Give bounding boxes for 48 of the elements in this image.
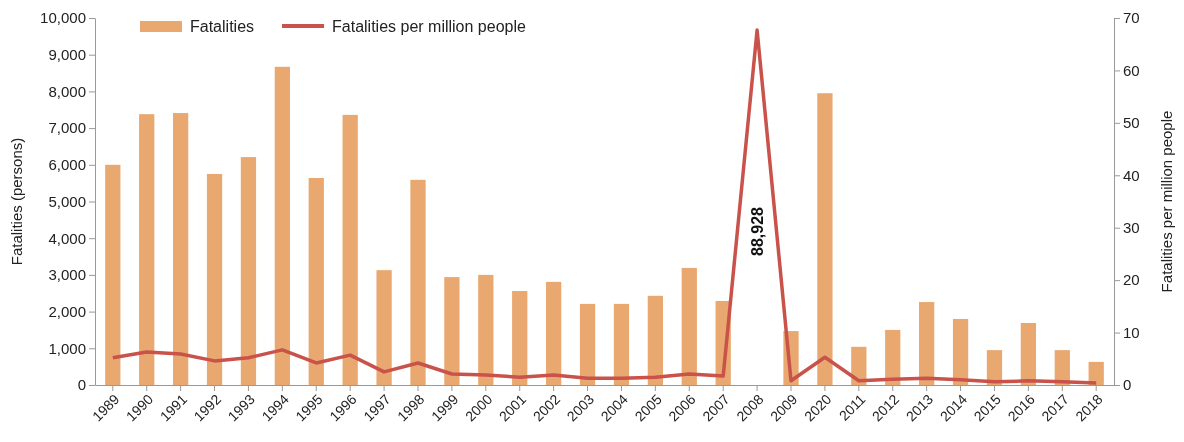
bar xyxy=(613,303,630,385)
bar xyxy=(647,295,663,385)
bar xyxy=(139,114,155,385)
y-tick-label: 6,000 xyxy=(48,156,86,174)
y-tick-label: 7,000 xyxy=(48,119,86,137)
bar xyxy=(376,270,392,385)
bar xyxy=(308,178,324,385)
bar xyxy=(105,164,121,385)
y-tick-label: 10,000 xyxy=(40,9,86,27)
bar xyxy=(817,93,833,385)
bar xyxy=(444,277,460,385)
y2-axis-title: Fatalities per million people xyxy=(1158,110,1175,293)
y-tick-label: 9,000 xyxy=(48,46,86,63)
y2-tick-label: 50 xyxy=(1123,114,1140,132)
y-tick-label: 5,000 xyxy=(48,192,86,210)
bar xyxy=(206,173,223,385)
bar xyxy=(274,66,290,385)
bar xyxy=(919,302,935,385)
bar xyxy=(478,274,494,385)
legend-label: Fatalities per million people xyxy=(332,17,527,35)
bar xyxy=(952,318,969,385)
y2-tick-label: 70 xyxy=(1123,9,1140,27)
y2-tick-label: 60 xyxy=(1123,61,1140,79)
bar xyxy=(681,267,697,385)
y-tick-label: 2,000 xyxy=(48,302,86,320)
y-tick-label: 3,000 xyxy=(48,266,86,284)
bar xyxy=(342,114,358,385)
bar xyxy=(885,329,901,385)
bar xyxy=(512,291,528,385)
bar xyxy=(546,281,562,385)
y2-tick-label: 30 xyxy=(1123,219,1140,237)
bar xyxy=(172,113,189,385)
legend-label: Fatalities xyxy=(190,17,255,35)
bar xyxy=(1088,361,1104,385)
y-tick-label: 4,000 xyxy=(48,229,86,247)
bar xyxy=(1020,322,1037,385)
y-tick-label: 8,000 xyxy=(48,82,86,100)
bar xyxy=(240,157,257,385)
y-tick-label: 0 xyxy=(77,376,86,394)
y2-tick-label: 0 xyxy=(1123,376,1132,394)
y2-tick-label: 40 xyxy=(1123,166,1140,184)
bar xyxy=(579,303,596,385)
text: 88,928 xyxy=(748,207,766,256)
y-axis-title: Fatalities (persons) xyxy=(8,137,25,266)
y-tick-label: 1,000 xyxy=(48,339,86,357)
y2-tick-label: 20 xyxy=(1123,271,1140,289)
y2-tick-label: 10 xyxy=(1123,323,1140,341)
bar xyxy=(410,179,426,385)
